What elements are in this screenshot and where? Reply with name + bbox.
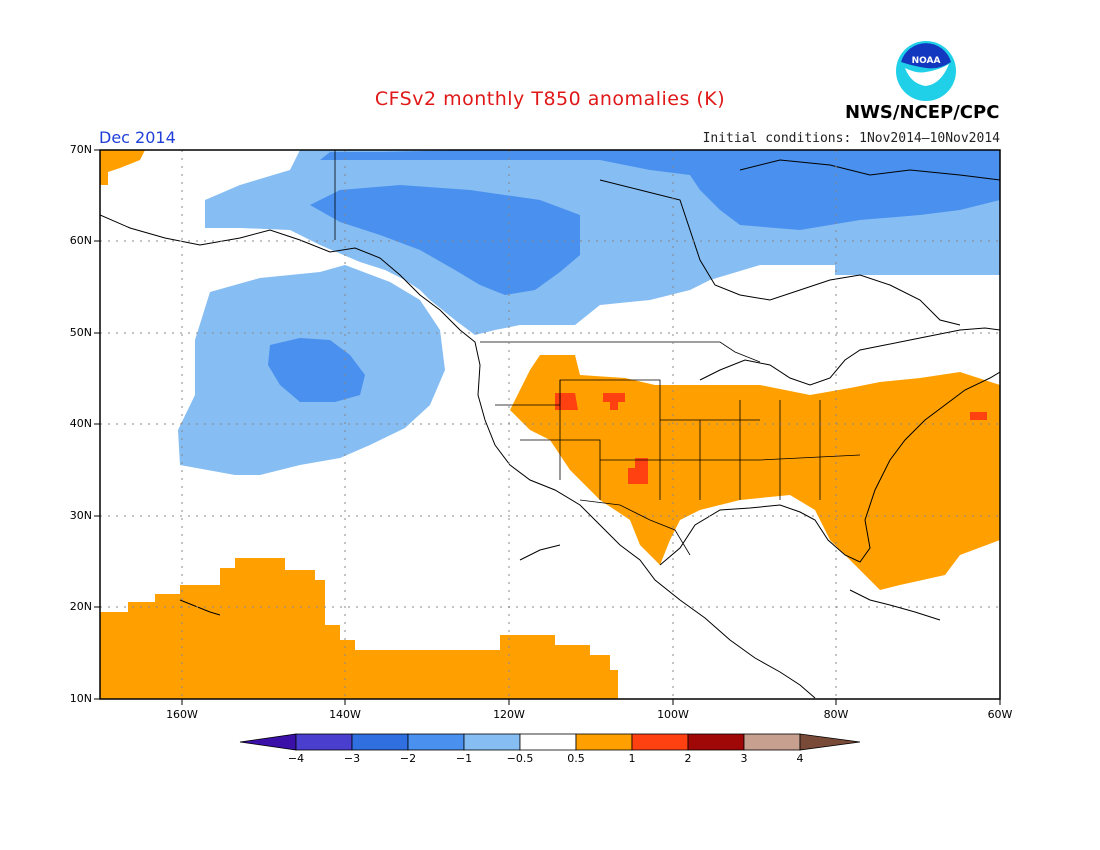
neg-anomaly-mid-north (320, 150, 1000, 230)
legend-swatch-8 (687, 733, 745, 751)
axis-ticks (94, 149, 1001, 705)
legend-label-minus1: −1 (455, 752, 473, 765)
legend-label-minus2: −2 (399, 752, 417, 765)
legend-label-1: 1 (628, 752, 636, 765)
pos-anomaly-us (510, 355, 1000, 590)
lat-label-70n: 70N (69, 143, 92, 156)
legend-label-05: 0.5 (567, 752, 585, 765)
lat-label-60n: 60N (69, 234, 92, 247)
lat-label-50n: 50N (69, 326, 92, 339)
noaa-logo-icon: NOAA (896, 41, 956, 101)
initial-conditions: Initial conditions: 1Nov2014–10Nov2014 (702, 131, 1000, 146)
legend-label-minus4: −4 (287, 752, 305, 765)
pos-anomaly-strong-4 (970, 412, 987, 420)
coastlines (100, 159, 1000, 699)
legend-swatch-7 (631, 733, 689, 751)
lon-label-140w: 140W (329, 708, 361, 721)
color-legend (239, 733, 861, 751)
lat-label-30n: 30N (69, 509, 92, 522)
lat-label-20n: 20N (69, 600, 92, 613)
lon-label-120w: 120W (493, 708, 525, 721)
lon-label-60w: 60W (987, 708, 1013, 721)
forecast-month: Dec 2014 (99, 128, 176, 147)
legend-label-minus3: −3 (343, 752, 361, 765)
legend-swatch-3 (407, 733, 465, 751)
lon-label-80w: 80W (823, 708, 849, 721)
political-borders (334, 150, 861, 556)
legend-label-2: 2 (684, 752, 692, 765)
legend-swatch-4 (463, 733, 521, 751)
lat-label-40n: 40N (69, 417, 92, 430)
legend-label-4: 4 (796, 752, 804, 765)
pos-anomaly-strong-1 (555, 393, 578, 410)
legend-swatch-5 (519, 733, 577, 751)
legend-label-minus05: −0.5 (506, 752, 534, 765)
neg-anomaly-mid-pacific (268, 338, 365, 402)
pos-anomaly-strong-3 (628, 458, 648, 484)
lat-label-10n: 10N (69, 692, 92, 705)
anomaly-fields (100, 150, 1000, 699)
agency-label: NWS/NCEP/CPC (845, 102, 1000, 123)
map-title: CFSv2 monthly T850 anomalies (K) (374, 88, 726, 110)
graticule (100, 150, 1000, 699)
legend-swatch-2 (351, 733, 409, 751)
pos-anomaly-nw-corner (100, 150, 145, 185)
lon-label-100w: 100W (657, 708, 689, 721)
legend-swatch-6 (575, 733, 633, 751)
lon-label-160w: 160W (166, 708, 198, 721)
neg-anomaly-mid-canada (310, 185, 580, 295)
pos-anomaly-tropical (100, 558, 618, 699)
logo-text: NOAA (912, 56, 941, 66)
legend-swatch-lt-minus4 (239, 733, 297, 751)
legend-label-3: 3 (740, 752, 748, 765)
legend-swatch-9 (743, 733, 801, 751)
pos-anomaly-strong-2 (603, 393, 625, 410)
legend-swatch-1 (295, 733, 353, 751)
legend-swatch-gt-4 (799, 733, 861, 751)
